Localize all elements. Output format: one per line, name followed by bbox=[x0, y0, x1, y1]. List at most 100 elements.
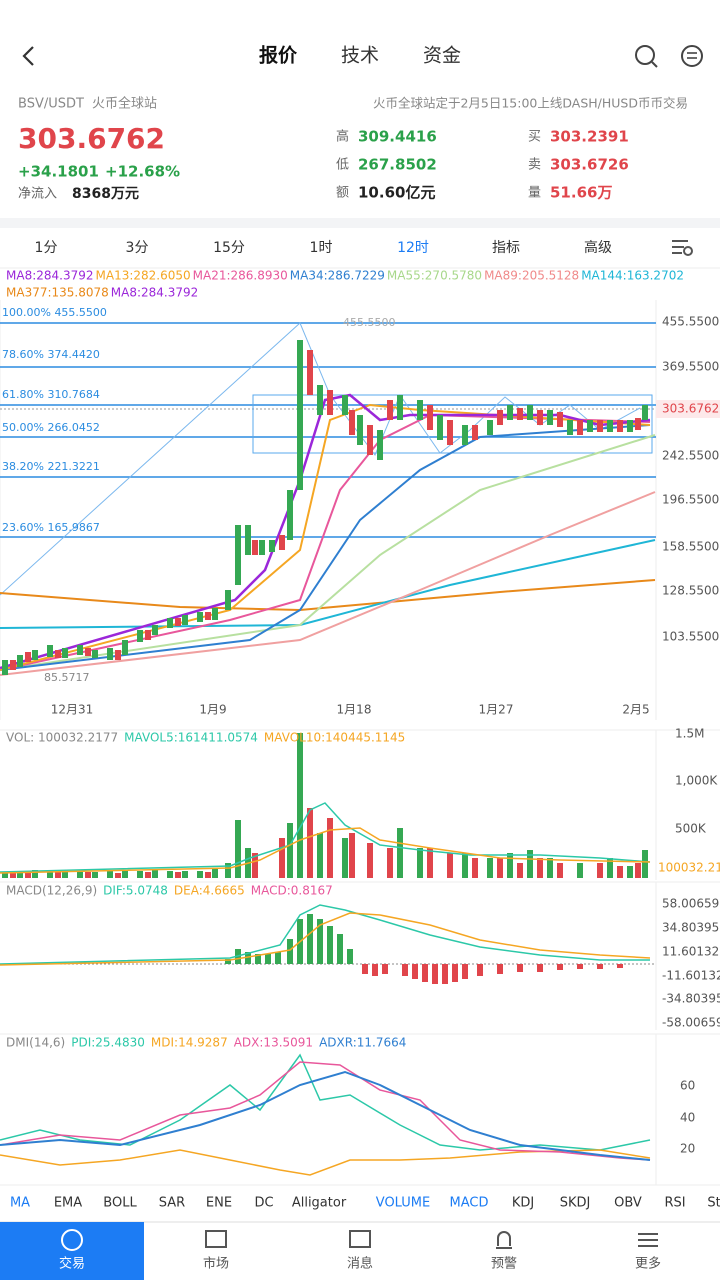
header-tab[interactable]: 技术 bbox=[341, 45, 379, 67]
nav-icon bbox=[638, 1233, 658, 1247]
stat-value: 303.2391 bbox=[550, 128, 629, 146]
stat-label: 买 bbox=[528, 130, 541, 145]
section-divider bbox=[0, 218, 720, 228]
axis-label: 40 bbox=[680, 1111, 695, 1125]
interval-tab[interactable]: 指标 bbox=[492, 240, 520, 256]
stat-label: 卖 bbox=[528, 158, 541, 173]
legend-entry: DMI(14,6) bbox=[6, 1036, 65, 1050]
indicator-tab[interactable]: BOLL bbox=[103, 1196, 137, 1211]
indicator-tab[interactable]: VOLUME bbox=[376, 1196, 430, 1211]
fib-label: 61.80% 310.7684 bbox=[2, 388, 100, 401]
axis-label: 20 bbox=[680, 1142, 695, 1156]
stat-value: 303.6726 bbox=[550, 156, 629, 174]
legend-entry: MA34:286.7229 bbox=[290, 269, 385, 283]
back-icon[interactable] bbox=[22, 46, 34, 66]
legend-entry: ADXR:11.7664 bbox=[319, 1036, 406, 1050]
indicator-tab[interactable]: SKDJ bbox=[560, 1196, 591, 1211]
ma34-line bbox=[0, 424, 651, 671]
indicator-tab[interactable]: RSI bbox=[664, 1196, 685, 1211]
indicator-tab[interactable]: EMA bbox=[54, 1196, 82, 1211]
indicator-tab[interactable]: MA bbox=[10, 1196, 30, 1211]
stat-label: 额 bbox=[336, 186, 349, 201]
axis-label: 60 bbox=[680, 1079, 695, 1093]
ma377-line bbox=[0, 579, 656, 612]
nav-item[interactable]: 更多 bbox=[635, 1256, 661, 1272]
indicator-tab[interactable]: MACD bbox=[450, 1196, 489, 1211]
price-tag bbox=[656, 400, 720, 418]
search-icon-handle bbox=[651, 61, 658, 68]
legend-entry: DIF:5.0748 bbox=[103, 884, 168, 898]
fib-label: 100.00% 455.5500 bbox=[2, 306, 107, 319]
ma55-line bbox=[0, 434, 656, 671]
legend-entry: MA377:135.8078 bbox=[6, 286, 109, 300]
chat-icon[interactable] bbox=[681, 45, 703, 67]
axis-label: 1.5M bbox=[675, 727, 704, 741]
fib-label: 23.60% 165.9867 bbox=[2, 521, 100, 534]
nav-item[interactable]: 交易 bbox=[59, 1256, 85, 1272]
interval-tab[interactable]: 12时 bbox=[397, 240, 429, 256]
legend-entry: MA89:205.5128 bbox=[484, 269, 579, 283]
date-label: 2月5 bbox=[622, 703, 649, 717]
price-axis-label: 369.5500 bbox=[662, 360, 719, 374]
price-axis-label: 303.6762 bbox=[662, 402, 719, 416]
indicator-tab[interactable]: SAR bbox=[159, 1196, 185, 1211]
nav-item[interactable]: 市场 bbox=[203, 1256, 229, 1272]
main-chart bbox=[0, 300, 657, 720]
net-inflow: 8368万元 bbox=[72, 186, 139, 202]
change-pct: +12.68% bbox=[105, 163, 180, 181]
stat-value: 10.60亿元 bbox=[358, 184, 435, 202]
price-axis-label: 196.5500 bbox=[662, 493, 719, 507]
indicator-tab[interactable]: DC bbox=[254, 1196, 273, 1211]
indicator-tab[interactable]: ENE bbox=[206, 1196, 232, 1211]
axis-label: -34.80395 bbox=[662, 992, 720, 1006]
indicator-tab[interactable]: OBV bbox=[614, 1196, 642, 1211]
header-tab[interactable]: 报价 bbox=[259, 44, 298, 67]
low-note: 85.5717 bbox=[44, 671, 90, 684]
price-axis-label: 242.5500 bbox=[662, 449, 719, 463]
axis-label: -58.00659 bbox=[662, 1016, 720, 1030]
legend-entry: MA55:270.5780 bbox=[387, 269, 482, 283]
settings-icon[interactable] bbox=[672, 240, 693, 256]
price-axis-label: 455.5500 bbox=[662, 315, 719, 329]
legend-entry: VOL: 100032.2177 bbox=[6, 731, 118, 745]
pair: BSV/USDT bbox=[18, 97, 84, 112]
legend-entry: MAVOL5:161411.0574 bbox=[124, 731, 258, 745]
nav-icon bbox=[349, 1230, 371, 1248]
fib-diagonal bbox=[0, 322, 331, 596]
indicator-tab[interactable]: KDJ bbox=[512, 1196, 534, 1211]
legend-entry: MA21:286.8930 bbox=[193, 269, 288, 283]
interval-tab[interactable]: 1分 bbox=[35, 240, 58, 256]
nav-item[interactable]: 预警 bbox=[491, 1256, 517, 1272]
dmi-chart bbox=[0, 1033, 720, 1185]
ma89-line bbox=[0, 491, 656, 676]
candles-up bbox=[2, 340, 648, 675]
notice[interactable]: 火币全球站定于2月5日15:00上线DASH/HUSD币币交易 bbox=[373, 96, 688, 111]
net-inflow-label: 净流入 bbox=[18, 187, 57, 202]
search-icon[interactable] bbox=[635, 45, 655, 65]
header-tab[interactable]: 资金 bbox=[423, 45, 461, 67]
indicator-tab[interactable]: St bbox=[707, 1196, 720, 1211]
interval-tab[interactable]: 3分 bbox=[126, 240, 149, 256]
high-note: 455.5500 bbox=[343, 316, 396, 329]
axis-label: 11.60132 bbox=[662, 945, 719, 959]
axis-label: 100032.218 bbox=[658, 861, 720, 875]
indicator-tab[interactable]: Alligator bbox=[292, 1196, 347, 1211]
axis-label: 1,000K bbox=[675, 774, 718, 788]
interval-tab[interactable]: 15分 bbox=[213, 240, 245, 256]
legend-entry: MA144:163.2702 bbox=[581, 269, 684, 283]
axis-label: -11.60132 bbox=[662, 969, 720, 983]
legend-entry: PDI:25.4830 bbox=[71, 1036, 145, 1050]
stat-label: 量 bbox=[528, 186, 541, 201]
price-axis-label: 128.5500 bbox=[662, 584, 719, 598]
price-axis-label: 158.5500 bbox=[662, 540, 719, 554]
nav-item[interactable]: 消息 bbox=[347, 1256, 373, 1272]
change: +34.1801 bbox=[18, 163, 99, 181]
interval-tab[interactable]: 1时 bbox=[310, 240, 333, 256]
axis-label: 500K bbox=[675, 822, 707, 836]
interval-tab[interactable]: 高级 bbox=[584, 239, 612, 256]
stat-value: 309.4416 bbox=[358, 128, 437, 146]
price-axis-label: 103.5500 bbox=[662, 630, 719, 644]
date-label: 1月27 bbox=[479, 703, 514, 717]
legend-entry: MA8:284.3792 bbox=[111, 286, 199, 300]
